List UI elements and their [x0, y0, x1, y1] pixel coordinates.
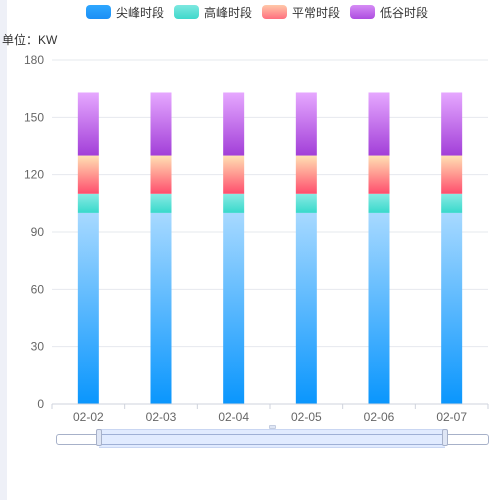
zoom-handle-left[interactable]	[96, 429, 102, 446]
chart-legend: 尖峰时段 高峰时段 平常时段 低谷时段	[0, 3, 500, 21]
bar-segment-3-02-02[interactable]	[77, 92, 99, 156]
grid-lines	[52, 59, 488, 405]
y-axis-ticks: 0 30 60 90 120 150 180	[24, 53, 44, 411]
bar-segment-2-02-04[interactable]	[223, 155, 245, 194]
bar-segment-0-02-02[interactable]	[77, 212, 99, 404]
bar-segment-2-02-05[interactable]	[295, 155, 317, 194]
x-tick-label: 02-06	[364, 410, 395, 424]
bar-segment-3-02-06[interactable]	[368, 92, 390, 156]
y-tick-label: 90	[31, 225, 45, 239]
y-tick-label: 180	[24, 53, 44, 67]
bar-segment-1-02-03[interactable]	[150, 193, 172, 213]
legend-item-peak[interactable]: 尖峰时段	[86, 3, 164, 21]
bar-segment-3-02-03[interactable]	[150, 92, 172, 156]
legend-swatch-high	[174, 5, 199, 19]
legend-item-normal[interactable]: 平常时段	[262, 3, 340, 21]
legend-swatch-peak	[86, 5, 111, 19]
y-tick-label: 60	[31, 282, 45, 296]
bar-segment-2-02-07[interactable]	[441, 155, 463, 194]
legend-item-valley[interactable]: 低谷时段	[350, 3, 428, 21]
legend-label-peak: 尖峰时段	[116, 5, 165, 20]
bar-segment-0-02-04[interactable]	[223, 212, 245, 404]
bar-segment-0-02-03[interactable]	[150, 212, 172, 404]
legend-item-high[interactable]: 高峰时段	[174, 3, 252, 21]
bar-segment-0-02-05[interactable]	[295, 212, 317, 404]
bar-segment-0-02-06[interactable]	[368, 212, 390, 404]
data-zoom-slider[interactable]	[56, 425, 489, 448]
bar-segment-1-02-06[interactable]	[368, 193, 390, 213]
left-edge-strip	[0, 0, 7, 500]
legend-swatch-valley	[350, 5, 375, 19]
data-zoom-window[interactable]	[96, 425, 448, 448]
x-tick-label: 02-05	[291, 410, 322, 424]
legend-swatch-normal	[262, 5, 287, 19]
bar-segment-1-02-07[interactable]	[441, 193, 463, 213]
y-axis-unit-label: 单位：KW	[2, 33, 58, 47]
bar-segment-3-02-07[interactable]	[441, 92, 463, 156]
bar-segment-1-02-02[interactable]	[77, 193, 99, 213]
bar-segment-0-02-07[interactable]	[441, 212, 463, 404]
legend-label-normal: 平常时段	[292, 5, 341, 20]
legend-label-high: 高峰时段	[204, 5, 253, 20]
bar-segment-3-02-05[interactable]	[295, 92, 317, 156]
legend-label-valley: 低谷时段	[380, 5, 429, 20]
x-tick-label: 02-04	[218, 410, 249, 424]
zoom-handle-right[interactable]	[442, 429, 448, 446]
bar-segment-3-02-04[interactable]	[223, 92, 245, 156]
y-tick-label: 120	[24, 168, 44, 182]
bar-segment-2-02-06[interactable]	[368, 155, 390, 194]
bar-segment-1-02-05[interactable]	[295, 193, 317, 213]
x-tick-label: 02-07	[436, 410, 467, 424]
bars	[77, 92, 463, 404]
x-axis: 02-02 02-03 02-04 02-05 02-06 02-07	[51, 403, 489, 424]
bar-segment-2-02-02[interactable]	[77, 155, 99, 194]
bar-segment-2-02-03[interactable]	[150, 155, 172, 194]
y-tick-label: 30	[31, 340, 45, 354]
y-tick-label: 0	[37, 397, 44, 411]
y-tick-label: 150	[24, 110, 44, 124]
zoom-grip-icon[interactable]	[269, 425, 276, 429]
x-tick-label: 02-03	[146, 410, 177, 424]
x-tick-label: 02-02	[73, 410, 104, 424]
bar-segment-1-02-04[interactable]	[223, 193, 245, 213]
